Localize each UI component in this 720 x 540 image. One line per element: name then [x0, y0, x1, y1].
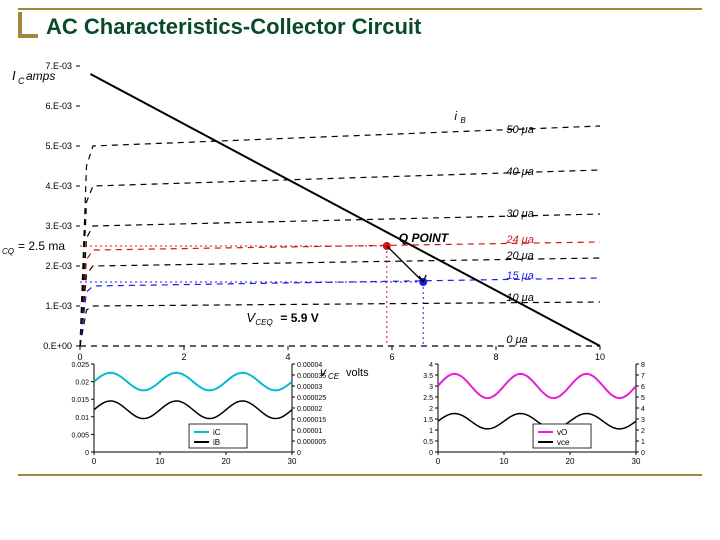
svg-text:50 μa: 50 μa	[506, 124, 533, 136]
svg-text:B: B	[460, 116, 466, 125]
svg-text:= 2.5 ma: = 2.5 ma	[18, 239, 65, 253]
svg-text:0: 0	[436, 457, 441, 466]
svg-text:amps: amps	[26, 69, 55, 83]
svg-text:2.5: 2.5	[423, 395, 433, 402]
slide-page: AC Characteristics-Collector Circuit 0.E…	[0, 0, 720, 540]
svg-text:1: 1	[641, 439, 645, 446]
svg-text:= 5.9 V: = 5.9 V	[280, 311, 318, 325]
svg-text:0.00001: 0.00001	[297, 428, 322, 435]
svg-text:15 μa: 15 μa	[506, 270, 533, 282]
svg-text:0.5: 0.5	[423, 439, 433, 446]
svg-text:6: 6	[641, 384, 645, 391]
svg-text:7: 7	[641, 373, 645, 380]
svg-text:2: 2	[429, 406, 433, 413]
svg-text:CQ: CQ	[2, 247, 14, 256]
bottom-rule	[18, 474, 702, 476]
svg-text:0: 0	[429, 450, 433, 457]
svg-text:iC: iC	[213, 428, 221, 437]
svg-text:3: 3	[429, 384, 433, 391]
svg-text:volts: volts	[346, 367, 369, 379]
svg-text:C: C	[18, 76, 25, 86]
slide-title: AC Characteristics-Collector Circuit	[46, 14, 421, 40]
svg-text:10: 10	[500, 457, 509, 466]
svg-text:1.E-03: 1.E-03	[45, 301, 72, 311]
svg-text:30 μa: 30 μa	[506, 208, 533, 220]
svg-text:4.E-03: 4.E-03	[45, 181, 72, 191]
svg-text:40 μa: 40 μa	[506, 166, 533, 178]
svg-text:0 μa: 0 μa	[506, 334, 527, 346]
svg-text:iB: iB	[213, 438, 220, 447]
svg-text:3.E-03: 3.E-03	[45, 221, 72, 231]
svg-text:0.02: 0.02	[75, 380, 89, 387]
svg-text:0.E+00: 0.E+00	[43, 341, 72, 351]
svg-text:20: 20	[222, 457, 231, 466]
svg-text:0.01: 0.01	[75, 415, 89, 422]
collector-curves-chart: 0.E+00 1.E-03 2.E-03 3.E-03 4.E-03 5.E-03 6.E-…	[0, 56, 670, 396]
svg-text:0: 0	[297, 450, 301, 457]
svg-text:Q POINT: Q POINT	[399, 231, 450, 245]
svg-text:3: 3	[641, 417, 645, 424]
svg-text:0.00002: 0.00002	[297, 406, 322, 413]
svg-text:0.005: 0.005	[71, 432, 89, 439]
svg-text:0.000005: 0.000005	[297, 439, 326, 446]
svg-text:I: I	[12, 68, 16, 83]
svg-text:0: 0	[641, 450, 645, 457]
vo-vce-waveform-chart: 010203000.511.522.533.54012345678vOvce	[392, 360, 692, 470]
svg-text:vce: vce	[557, 438, 570, 447]
svg-text:3.5: 3.5	[423, 373, 433, 380]
svg-text:30: 30	[288, 457, 297, 466]
svg-text:0: 0	[85, 450, 89, 457]
svg-text:20: 20	[566, 457, 575, 466]
svg-text:0.00003: 0.00003	[297, 384, 322, 391]
svg-text:vO: vO	[557, 428, 567, 437]
svg-text:4: 4	[641, 406, 645, 413]
svg-text:4: 4	[429, 362, 433, 369]
svg-text:5.E-03: 5.E-03	[45, 141, 72, 151]
svg-text:i: i	[454, 109, 457, 123]
svg-text:2: 2	[641, 428, 645, 435]
svg-text:6.E-03: 6.E-03	[45, 101, 72, 111]
svg-text:0.000015: 0.000015	[297, 417, 326, 424]
svg-text:8: 8	[641, 362, 645, 369]
svg-text:0.000025: 0.000025	[297, 395, 326, 402]
top-rule	[18, 8, 702, 10]
svg-text:0.000035: 0.000035	[297, 373, 326, 380]
svg-text:5: 5	[641, 395, 645, 402]
svg-text:2.E-03: 2.E-03	[45, 261, 72, 271]
svg-text:0.00004: 0.00004	[297, 362, 322, 369]
svg-text:1.5: 1.5	[423, 417, 433, 424]
svg-text:10: 10	[156, 457, 165, 466]
svg-text:0: 0	[92, 457, 97, 466]
svg-text:30: 30	[632, 457, 641, 466]
ic-ib-waveform-chart: 010203000.0050.010.0150.020.02500.000005…	[48, 360, 348, 470]
svg-text:1: 1	[429, 428, 433, 435]
svg-text:CEQ: CEQ	[255, 318, 272, 327]
svg-text:0.025: 0.025	[71, 362, 89, 369]
svg-text:20 μa: 20 μa	[505, 250, 533, 262]
svg-text:0.015: 0.015	[71, 397, 89, 404]
title-accent	[18, 12, 38, 38]
svg-text:24 μa: 24 μa	[505, 234, 533, 246]
